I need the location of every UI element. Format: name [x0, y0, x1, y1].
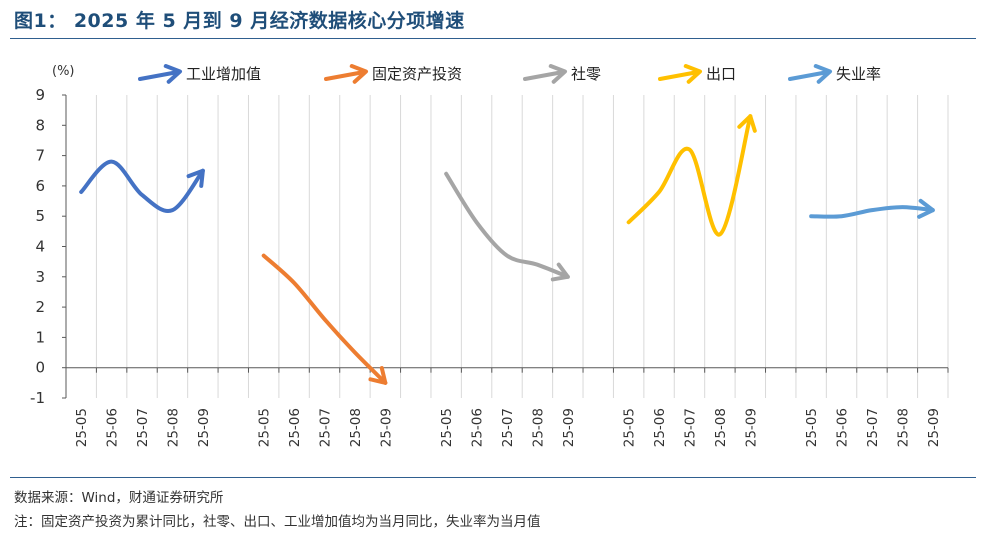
- x-tick-label: 25-08: [713, 408, 729, 447]
- x-tick-label: 25-05: [257, 408, 273, 447]
- chart-title: 图1： 2025 年 5 月到 9 月经济数据核心分项增速: [14, 10, 465, 32]
- legend-arrowhead-icon: [163, 64, 182, 84]
- x-tick-label: 25-09: [926, 408, 942, 447]
- x-tick-label: 25-09: [743, 408, 759, 447]
- legend-arrowhead-icon: [813, 64, 832, 84]
- y-tick-label: 3: [35, 268, 45, 286]
- x-tick-label: 25-06: [835, 408, 851, 447]
- y-tick-label: 1: [35, 328, 45, 346]
- legend-arrow-icon: [138, 70, 180, 81]
- legend-item: 工业增加值: [138, 64, 261, 84]
- series-arrowhead: [368, 366, 388, 385]
- y-tick-label: 7: [35, 147, 45, 165]
- legend-arrow-icon: [523, 70, 565, 81]
- y-unit-label: (%): [52, 64, 75, 79]
- y-tick-label: -1: [30, 389, 45, 407]
- y-tick-label: 5: [35, 207, 45, 225]
- footer-divider: [10, 477, 976, 478]
- x-tick-label: 25-07: [865, 408, 881, 447]
- legend-label: 失业率: [836, 65, 881, 83]
- x-tick-label: 25-09: [561, 408, 577, 447]
- y-tick-label: 2: [35, 298, 45, 316]
- legend-arrow-icon: [658, 70, 700, 81]
- series-group: [261, 253, 388, 385]
- series-arrowhead: [186, 168, 205, 188]
- series-line: [626, 114, 753, 237]
- x-tick-label: 25-08: [348, 408, 364, 447]
- legend-label: 出口: [706, 65, 736, 83]
- x-tick-label: 25-07: [135, 408, 151, 447]
- source-note: 数据来源：Wind，财通证券研究所: [14, 490, 224, 506]
- x-tick-label: 25-08: [895, 408, 911, 447]
- legend-arrowhead-icon: [683, 64, 702, 84]
- legend-arrowhead-icon: [349, 64, 368, 84]
- legend-arrow-icon: [324, 70, 366, 81]
- x-tick-label: 25-07: [500, 408, 516, 447]
- legend-arrow-icon: [788, 70, 830, 81]
- chart-area: -1 0 1 2 3 4 5 6 7 8 9 25-05 25-06 25-07 25-08 25-09 25-…: [30, 64, 949, 447]
- x-tick-label: 25-05: [439, 408, 455, 447]
- series-arrowhead: [737, 114, 757, 133]
- y-tick-label: 9: [35, 86, 45, 104]
- x-tick-label: 25-05: [622, 408, 638, 447]
- legend-item: 固定资产投资: [324, 64, 462, 84]
- series-line: [809, 205, 935, 219]
- series-arrowhead: [550, 262, 570, 282]
- x-tick-label: 25-06: [652, 408, 668, 447]
- legend-item: 出口: [658, 64, 736, 84]
- y-tick-label: 4: [35, 238, 45, 256]
- series-group: [79, 159, 205, 213]
- y-tick-label: 0: [35, 359, 45, 377]
- legend-arrowhead-icon: [548, 64, 567, 84]
- x-tick-label: 25-07: [318, 408, 334, 447]
- x-tick-label: 25-05: [804, 408, 820, 447]
- series-line: [79, 159, 205, 213]
- series-line: [444, 171, 570, 279]
- series-line: [261, 253, 388, 385]
- series-group: [444, 171, 570, 282]
- x-tick-label: 25-06: [470, 408, 486, 447]
- legend-item: 失业率: [788, 64, 881, 84]
- legend-label: 固定资产投资: [372, 65, 462, 83]
- x-tick-label: 25-08: [530, 408, 546, 447]
- legend-label: 社零: [571, 65, 601, 83]
- x-tick-label: 25-08: [165, 408, 181, 447]
- x-tick-label: 25-09: [378, 408, 394, 447]
- x-tick-label: 25-09: [196, 408, 212, 447]
- legend-item: 社零: [523, 64, 601, 84]
- title-divider: [10, 38, 976, 39]
- x-tick-label: 25-05: [74, 408, 90, 447]
- x-tick-label: 25-06: [287, 408, 303, 447]
- y-tick-label: 6: [35, 177, 45, 195]
- series-arrowhead: [917, 198, 935, 219]
- footnote: 注：固定资产投资为累计同比，社零、出口、工业增加值均为当月同比，失业率为当月值: [14, 514, 541, 530]
- legend-label: 工业增加值: [186, 65, 261, 83]
- y-tick-label: 8: [35, 116, 45, 134]
- series-group: [626, 114, 757, 237]
- x-tick-label: 25-07: [682, 408, 698, 447]
- series-group: [809, 198, 935, 219]
- x-tick-label: 25-06: [105, 408, 121, 447]
